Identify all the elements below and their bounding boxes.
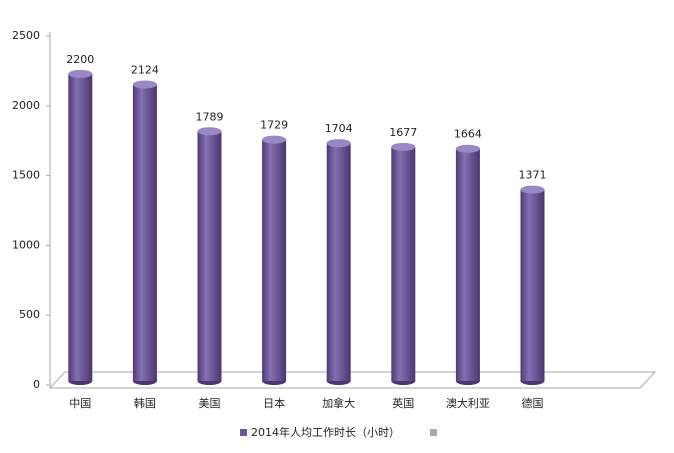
legend-label: 2014年人均工作时长（小时） bbox=[251, 425, 400, 439]
value-label: 2124 bbox=[131, 63, 159, 76]
y-tick-label: 1500 bbox=[12, 169, 40, 182]
legend-swatch-empty bbox=[430, 429, 437, 436]
legend-swatch bbox=[240, 429, 247, 436]
x-tick-label: 美国 bbox=[199, 397, 221, 410]
x-tick-label: 日本 bbox=[263, 396, 285, 410]
bar-top bbox=[326, 139, 351, 148]
value-label: 1664 bbox=[454, 128, 482, 141]
bar-top bbox=[132, 80, 157, 89]
bar bbox=[132, 84, 157, 382]
value-label: 1704 bbox=[325, 122, 353, 135]
value-label: 2200 bbox=[66, 53, 94, 66]
value-label: 1729 bbox=[260, 119, 288, 132]
bar bbox=[68, 73, 93, 381]
x-tick-label: 加拿大 bbox=[322, 396, 355, 410]
x-tick-label: 澳大利亚 bbox=[446, 396, 490, 410]
bar-top bbox=[68, 69, 93, 78]
bar bbox=[391, 146, 416, 381]
bar-top bbox=[262, 135, 287, 144]
value-label: 1371 bbox=[519, 169, 547, 182]
bar-top bbox=[455, 144, 480, 153]
bar-top bbox=[197, 127, 222, 136]
y-tick-label: 1000 bbox=[12, 238, 40, 251]
y-tick-label: 2000 bbox=[12, 99, 40, 112]
value-label: 1789 bbox=[196, 110, 224, 123]
bar-top bbox=[391, 142, 416, 151]
x-tick-label: 韩国 bbox=[134, 396, 156, 410]
bar bbox=[262, 139, 287, 381]
value-label: 1677 bbox=[389, 126, 417, 139]
y-tick-label: 0 bbox=[33, 378, 40, 391]
bar bbox=[455, 148, 480, 381]
x-tick-label: 德国 bbox=[522, 396, 544, 410]
y-tick-label: 2500 bbox=[12, 29, 40, 42]
y-tick-label: 500 bbox=[19, 308, 40, 321]
bar-top bbox=[520, 185, 545, 194]
x-tick-label: 中国 bbox=[69, 397, 91, 410]
bar bbox=[197, 131, 222, 381]
x-tick-label: 英国 bbox=[392, 396, 414, 410]
bar bbox=[326, 143, 351, 381]
bar bbox=[520, 189, 545, 381]
